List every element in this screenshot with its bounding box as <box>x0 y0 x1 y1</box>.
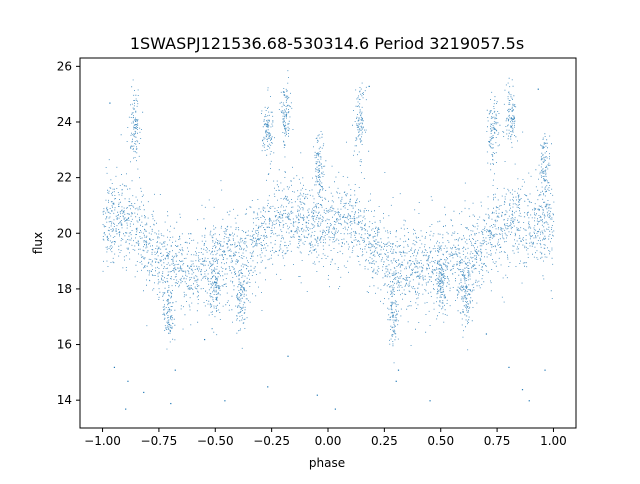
outlier-point <box>267 386 269 388</box>
outlier-point <box>544 369 546 371</box>
outlier-point <box>109 102 111 104</box>
outlier-point <box>429 400 431 402</box>
outlier-point <box>174 369 176 371</box>
outlier-point <box>127 380 129 382</box>
outlier-point <box>224 400 226 402</box>
outlier-point <box>287 355 289 357</box>
outlier-point <box>282 91 285 93</box>
x-tick-label: 1.00 <box>540 434 567 448</box>
x-tick-label: −1.00 <box>84 434 121 448</box>
x-tick-label: 0.75 <box>484 434 511 448</box>
y-axis-label: flux <box>31 232 45 254</box>
outlier-point <box>528 400 530 402</box>
outlier-point <box>113 366 116 368</box>
x-tick-label: 0.25 <box>371 434 398 448</box>
outlier-point <box>368 85 370 88</box>
x-tick-label: −0.25 <box>253 434 290 448</box>
outlier-point <box>334 408 336 410</box>
outlier-point <box>397 369 400 371</box>
y-tick-label: 14 <box>57 393 72 407</box>
x-tick-label: −0.50 <box>197 434 234 448</box>
chart-title: 1SWASPJ121536.68-530314.6 Period 3219057… <box>130 34 524 53</box>
x-axis-label: phase <box>309 456 345 470</box>
outlier-point <box>204 338 206 341</box>
outlier-point <box>537 88 539 90</box>
y-tick-label: 16 <box>57 338 72 352</box>
outlier-point <box>485 333 488 335</box>
outlier-point <box>125 408 127 410</box>
y-tick-label: 18 <box>57 282 72 296</box>
y-axis-ticks: 14 16 18 20 22 24 26 <box>57 59 80 407</box>
y-tick-label: 20 <box>57 226 72 240</box>
y-tick-label: 24 <box>57 115 72 129</box>
outlier-point <box>143 391 145 394</box>
data-points <box>102 70 555 410</box>
y-tick-label: 26 <box>57 59 72 73</box>
x-axis-ticks: −1.00 −0.75 −0.50 −0.25 0.00 0.25 0.50 0.75 1.00 <box>84 428 567 448</box>
outlier-point <box>395 380 397 382</box>
x-tick-label: 0.50 <box>427 434 454 448</box>
outlier-point <box>508 366 510 368</box>
x-tick-label: −0.75 <box>141 434 178 448</box>
outlier-point <box>521 389 524 391</box>
outlier-point <box>316 394 318 396</box>
y-tick-label: 22 <box>57 171 72 185</box>
x-tick-label: 0.00 <box>315 434 342 448</box>
outlier-point <box>170 402 172 405</box>
